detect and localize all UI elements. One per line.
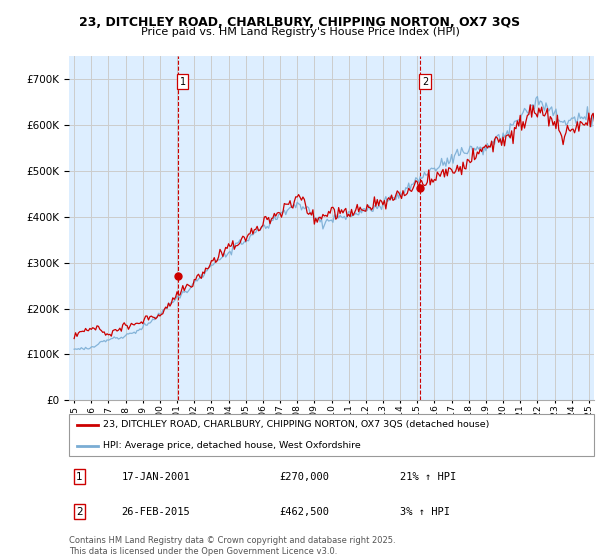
Text: 2: 2: [422, 77, 428, 87]
Text: 21% ↑ HPI: 21% ↑ HPI: [400, 472, 456, 482]
Text: 1: 1: [180, 77, 186, 87]
Text: 2: 2: [76, 507, 83, 517]
Text: 1: 1: [76, 472, 83, 482]
Text: 3% ↑ HPI: 3% ↑ HPI: [400, 507, 450, 517]
Text: £462,500: £462,500: [279, 507, 329, 517]
Text: 23, DITCHLEY ROAD, CHARLBURY, CHIPPING NORTON, OX7 3QS (detached house): 23, DITCHLEY ROAD, CHARLBURY, CHIPPING N…: [103, 421, 490, 430]
Text: HPI: Average price, detached house, West Oxfordshire: HPI: Average price, detached house, West…: [103, 441, 361, 450]
Text: 17-JAN-2001: 17-JAN-2001: [121, 472, 190, 482]
Text: 23, DITCHLEY ROAD, CHARLBURY, CHIPPING NORTON, OX7 3QS: 23, DITCHLEY ROAD, CHARLBURY, CHIPPING N…: [79, 16, 521, 29]
Text: 26-FEB-2015: 26-FEB-2015: [121, 507, 190, 517]
Text: £270,000: £270,000: [279, 472, 329, 482]
Text: Price paid vs. HM Land Registry's House Price Index (HPI): Price paid vs. HM Land Registry's House …: [140, 27, 460, 37]
Text: Contains HM Land Registry data © Crown copyright and database right 2025.
This d: Contains HM Land Registry data © Crown c…: [69, 536, 395, 556]
